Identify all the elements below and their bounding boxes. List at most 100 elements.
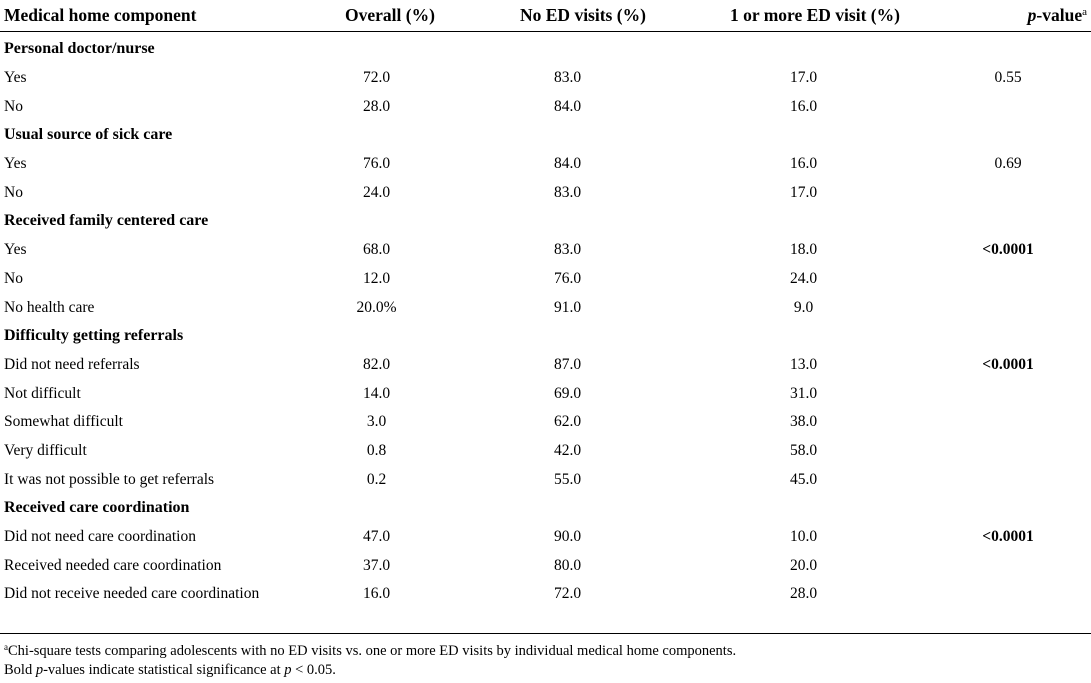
cell-overall: 14.0 (362, 384, 391, 402)
table-row: Did not need care coordination 47.0 90.0 10… (0, 523, 1091, 552)
cell-no-ed: 69.0 (553, 384, 582, 402)
cell-p-value: <0.0001 (982, 355, 1034, 373)
table-row: Yes 72.0 83.0 17.0 0.55 (0, 64, 1091, 93)
data-table: Medical home component Overall (%) No ED… (0, 0, 1091, 609)
cell-overall: 0.8 (366, 441, 387, 459)
row-label: Very difficult (4, 441, 87, 459)
cell-one-or-more: 16.0 (789, 97, 818, 115)
table-row: Yes 68.0 83.0 18.0 <0.0001 (0, 236, 1091, 265)
cell-p-value (925, 293, 1091, 322)
cell-p-value (925, 408, 1091, 437)
cell-overall: 12.0 (362, 269, 391, 287)
header-no-ed: No ED visits (%) (520, 4, 646, 25)
table-row: Did not need referrals 82.0 87.0 13.0 <0.000… (0, 351, 1091, 380)
cell-p-value: 0.69 (994, 155, 1022, 173)
row-label: Not difficult (4, 384, 81, 402)
table-row: Received needed care coordination 37.0 80.… (0, 551, 1091, 580)
cell-p-value (925, 178, 1091, 207)
cell-overall: 20.0% (356, 298, 397, 316)
table-row: Somewhat difficult 3.0 62.0 38.0 (0, 408, 1091, 437)
row-label: Received needed care coordination (4, 556, 222, 574)
header-overall: Overall (%) (345, 4, 435, 25)
table-row: Did not receive needed care coordination… (0, 580, 1091, 609)
cell-overall: 37.0 (362, 556, 391, 574)
cell-one-or-more: 58.0 (789, 441, 818, 459)
cell-overall: 72.0 (362, 69, 391, 87)
cell-p-value: 0.55 (994, 69, 1022, 87)
table-row: No 24.0 83.0 17.0 (0, 178, 1091, 207)
table-row: No health care 20.0% 91.0 9.0 (0, 293, 1091, 322)
header-p-value: p-valuea (1027, 4, 1087, 25)
cell-no-ed: 62.0 (553, 413, 582, 431)
cell-no-ed: 83.0 (553, 241, 582, 259)
row-label: No (4, 269, 23, 287)
cell-one-or-more: 9.0 (793, 298, 814, 316)
cell-overall: 0.2 (366, 470, 387, 488)
cell-one-or-more: 16.0 (789, 155, 818, 173)
cell-no-ed: 72.0 (553, 585, 582, 603)
cell-no-ed: 83.0 (553, 183, 582, 201)
row-label: Did not need care coordination (4, 528, 196, 546)
cell-one-or-more: 17.0 (789, 69, 818, 87)
section-row: Usual source of sick care (0, 121, 1091, 150)
footnote-a: aChi-square tests comparing adolescents … (4, 642, 737, 659)
row-label: No (4, 183, 23, 201)
cell-overall: 24.0 (362, 183, 391, 201)
cell-one-or-more: 13.0 (789, 355, 818, 373)
section-label: Received family centered care (4, 212, 209, 230)
cell-one-or-more: 45.0 (789, 470, 818, 488)
row-label: No health care (4, 298, 95, 316)
cell-one-or-more: 24.0 (789, 269, 818, 287)
cell-one-or-more: 28.0 (789, 585, 818, 603)
cell-one-or-more: 18.0 (789, 241, 818, 259)
cell-overall: 68.0 (362, 241, 391, 259)
header-row: Medical home component Overall (%) No ED… (0, 0, 1091, 30)
cell-one-or-more: 10.0 (789, 528, 818, 546)
cell-overall: 16.0 (362, 585, 391, 603)
table-row: Yes 76.0 84.0 16.0 0.69 (0, 150, 1091, 179)
row-label: No (4, 97, 23, 115)
cell-p-value: <0.0001 (982, 241, 1034, 259)
cell-p-value (925, 551, 1091, 580)
row-label: Yes (4, 69, 27, 87)
row-label: Yes (4, 155, 27, 173)
bottom-rule (0, 633, 1091, 634)
section-label: Received care coordination (4, 499, 190, 517)
cell-no-ed: 80.0 (553, 556, 582, 574)
cell-one-or-more: 20.0 (789, 556, 818, 574)
section-row: Difficulty getting referrals (0, 322, 1091, 351)
cell-no-ed: 90.0 (553, 528, 582, 546)
cell-overall: 82.0 (362, 355, 391, 373)
cell-p-value (925, 265, 1091, 294)
header-component: Medical home component (4, 4, 197, 25)
cell-no-ed: 87.0 (553, 355, 582, 373)
section-label: Personal doctor/nurse (4, 40, 155, 58)
cell-p-value (925, 465, 1091, 494)
cell-p-value (925, 580, 1091, 609)
cell-overall: 47.0 (362, 528, 391, 546)
cell-p-value (925, 92, 1091, 121)
footnote-bold: Bold p-values indicate statistical signi… (4, 662, 336, 678)
cell-no-ed: 84.0 (553, 97, 582, 115)
row-label: Yes (4, 241, 27, 259)
section-label: Difficulty getting referrals (4, 327, 184, 345)
table-row: Very difficult 0.8 42.0 58.0 (0, 437, 1091, 466)
cell-no-ed: 91.0 (553, 298, 582, 316)
header-one-or-more: 1 or more ED visit (%) (730, 4, 900, 25)
cell-no-ed: 83.0 (553, 69, 582, 87)
cell-no-ed: 76.0 (553, 269, 582, 287)
table-row: Not difficult 14.0 69.0 31.0 (0, 379, 1091, 408)
cell-no-ed: 55.0 (553, 470, 582, 488)
section-row: Received care coordination (0, 494, 1091, 523)
table-row: No 28.0 84.0 16.0 (0, 92, 1091, 121)
section-label: Usual source of sick care (4, 126, 173, 144)
section-row: Received family centered care (0, 207, 1091, 236)
table-row: It was not possible to get referrals 0.2 5… (0, 465, 1091, 494)
cell-p-value (925, 437, 1091, 466)
cell-one-or-more: 31.0 (789, 384, 818, 402)
cell-overall: 28.0 (362, 97, 391, 115)
cell-overall: 3.0 (366, 413, 387, 431)
cell-p-value: <0.0001 (982, 528, 1034, 546)
row-label: Somewhat difficult (4, 413, 123, 431)
